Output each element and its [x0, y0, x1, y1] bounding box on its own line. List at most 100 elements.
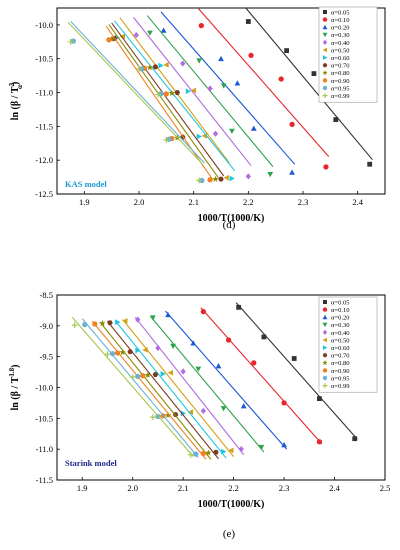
legend-entry: α=0.50	[331, 47, 349, 54]
x-tick-label: 2.1	[178, 483, 189, 493]
y-axis-title-sup: 1.8	[8, 367, 16, 376]
data-point	[200, 407, 206, 415]
x-tick-label: 2.3	[279, 483, 290, 493]
y-axis-title-sup: 2	[8, 82, 16, 86]
data-point	[155, 344, 161, 352]
y-axis-title: ln (β / T1.8)	[8, 365, 21, 411]
data-point	[122, 318, 128, 324]
data-point	[212, 130, 219, 137]
data-point	[240, 403, 247, 409]
legend-marker	[322, 368, 328, 373]
data-point	[147, 30, 153, 36]
fit-line-1	[200, 307, 323, 445]
data-point	[267, 171, 274, 178]
data-point	[144, 371, 152, 378]
legend-marker	[322, 383, 328, 388]
data-point	[106, 37, 112, 43]
fit-line-6	[113, 20, 236, 172]
data-point	[250, 125, 257, 131]
data-point	[258, 444, 265, 451]
data-point	[170, 343, 176, 350]
data-point	[238, 446, 244, 453]
legend-entry: α=0.95	[331, 85, 349, 92]
data-point	[180, 410, 187, 417]
data-point	[200, 450, 206, 457]
legend-entry: α=0.20	[331, 25, 349, 32]
x-tick-label: 2.2	[243, 197, 254, 207]
plot-area	[71, 302, 358, 460]
data-point	[195, 366, 202, 372]
legend-entry: α=0.05	[331, 9, 349, 16]
data-point	[225, 337, 232, 343]
data-point	[160, 371, 166, 377]
y-tick-label: -11.0	[36, 444, 53, 454]
data-point	[155, 91, 162, 98]
legend-entry: α=0.30	[331, 322, 349, 329]
data-point	[251, 360, 257, 366]
legend-entry: α=0.99	[331, 93, 349, 100]
data-point	[223, 174, 229, 181]
legend-marker	[323, 300, 327, 304]
data-point	[196, 58, 203, 64]
data-point	[67, 38, 74, 45]
data-point	[278, 76, 284, 82]
legend-marker	[323, 55, 328, 60]
legend-marker	[323, 10, 327, 14]
panel-d-chart: 1.9 2.0 2.1 2.2 2.3 2.4 -10.0 -10.5 -11.0 -11.5 -1…	[8, 6, 386, 231]
plot-area	[67, 8, 373, 184]
legend-entry: α=0.40	[331, 330, 349, 337]
data-point	[166, 136, 172, 142]
legend-box	[318, 6, 378, 103]
legend-marker	[322, 47, 327, 53]
legend-entry: α=0.30	[331, 32, 349, 39]
data-point	[163, 91, 169, 97]
data-point	[129, 374, 136, 380]
legend-marker	[322, 63, 328, 68]
legend-marker	[322, 39, 328, 45]
y-axis-title: ln (β / T2α)	[8, 82, 24, 121]
data-point	[180, 60, 186, 67]
fit-line-2	[165, 310, 288, 450]
data-point	[207, 177, 213, 183]
fit-line-7	[107, 321, 219, 460]
data-point	[108, 35, 115, 42]
y-tick-label: -11.5	[36, 121, 53, 131]
fit-line-8	[108, 24, 219, 178]
x-axis-title: 1000/T(1000/K)	[198, 213, 265, 224]
data-point	[193, 451, 199, 457]
data-point	[107, 320, 113, 326]
legend-entry: α=0.95	[331, 375, 349, 382]
data-point	[215, 363, 222, 369]
data-point	[82, 321, 88, 328]
legend-marker	[322, 17, 328, 22]
data-point	[281, 441, 287, 448]
legend-marker	[322, 337, 327, 343]
x-tick-label: 2.4	[352, 197, 363, 207]
y-tick-label: -8.5	[40, 290, 53, 300]
fit-line-10	[81, 318, 199, 458]
data-point	[333, 117, 339, 122]
y-tick-label: -10.5	[35, 413, 53, 423]
fit-line-5	[122, 319, 235, 457]
legend-entry: α=0.70	[331, 353, 349, 360]
data-point	[284, 48, 289, 54]
legend-entry: α=0.05	[331, 299, 349, 306]
data-point	[158, 62, 164, 69]
data-point	[196, 177, 203, 184]
data-point	[149, 315, 156, 321]
data-point	[135, 347, 141, 354]
data-point	[291, 356, 297, 361]
data-point	[164, 411, 172, 418]
x-tick-label: 2.4	[329, 483, 340, 493]
model-label: KAS model	[65, 179, 107, 189]
legend-box	[318, 296, 378, 393]
data-point	[135, 316, 141, 323]
y-axis-title-sub: α	[16, 85, 24, 89]
legend-entry: α=0.90	[331, 78, 349, 85]
legend-entry: α=0.80	[331, 360, 349, 367]
fit-line-3	[149, 315, 265, 453]
fit-line-10	[70, 21, 205, 164]
x-tick-label: 2.1	[188, 197, 199, 207]
fit-line-9	[105, 25, 214, 180]
